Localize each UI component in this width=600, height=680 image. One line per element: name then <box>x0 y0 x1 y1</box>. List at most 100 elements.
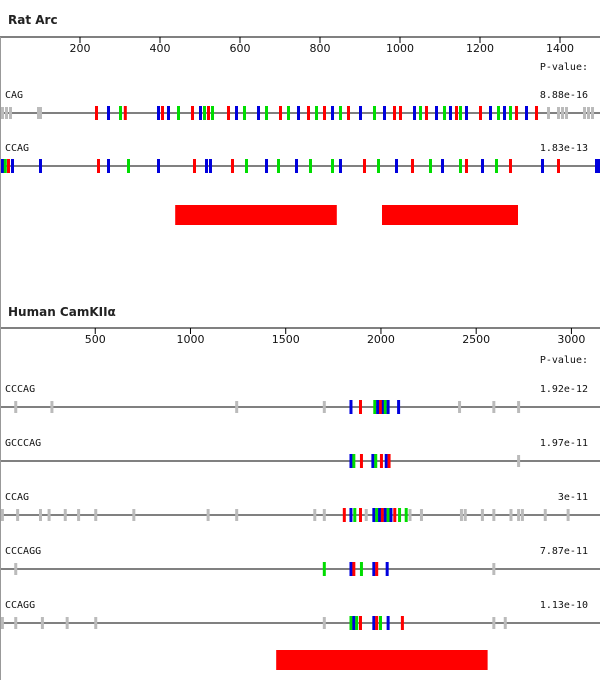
motif-site-gray <box>364 509 368 521</box>
axis-tick-label: 1200 <box>466 42 494 55</box>
motif-site-gray <box>1 107 4 119</box>
motif-site-red <box>363 159 366 173</box>
motif-site-gray <box>458 401 462 413</box>
region-bars <box>276 650 488 670</box>
motif-site-green <box>386 508 390 522</box>
motif-site-blue <box>352 616 356 630</box>
motif-site-green <box>377 159 380 173</box>
motif-site-red <box>399 106 402 120</box>
motif-site-gray <box>235 509 239 521</box>
motif-pvalue: 1.92e-12 <box>540 384 588 395</box>
axis-tick-label: 800 <box>310 42 331 55</box>
motif-tracks: CAG 8.88e-16 CCAG 1.83e-13 <box>0 90 600 173</box>
motif-site-green <box>203 106 206 120</box>
motif-site-red <box>455 106 458 120</box>
motif-site-blue <box>349 508 353 522</box>
motif-site-blue <box>157 106 160 120</box>
motif-site-green <box>383 400 387 414</box>
motif-site-gray <box>557 107 560 119</box>
motif-site-blue <box>11 159 14 173</box>
motif-site-green <box>355 616 359 630</box>
motif-track: CAG 8.88e-16 <box>0 90 600 120</box>
motif-site-blue <box>413 106 416 120</box>
motif-track: CCAG 3e-11 <box>0 492 600 522</box>
motif-site-gray <box>39 509 42 521</box>
axis-tick-label: 400 <box>150 42 171 55</box>
motif-site-green <box>443 106 446 120</box>
motif-site-red <box>359 400 362 414</box>
motif-site-gray <box>50 401 54 413</box>
motif-site-blue <box>359 106 362 120</box>
motif-site-green <box>429 159 432 173</box>
motif-site-blue <box>595 159 598 173</box>
motif-site-red <box>375 616 379 630</box>
motif-site-blue <box>167 106 170 120</box>
motif-site-red <box>123 106 127 120</box>
region-bar <box>382 205 518 225</box>
motif-site-blue <box>107 159 110 173</box>
motif-site-blue <box>465 106 468 120</box>
motif-site-red <box>379 454 383 468</box>
motif-site-red <box>227 106 230 120</box>
motif-site-red <box>393 508 397 522</box>
motif-site-gray <box>587 107 590 119</box>
motif-site-gray <box>94 509 98 521</box>
motif-site-red <box>379 400 382 414</box>
motif-site-green <box>243 106 246 120</box>
motif-site-red <box>515 106 518 120</box>
motif-site-red <box>387 454 391 468</box>
motif-name: CCAGG <box>5 600 35 611</box>
motif-site-gray <box>16 509 20 521</box>
motif-site-blue <box>205 159 208 173</box>
motif-site-gray <box>561 107 564 119</box>
motif-tracks: CCCAG 1.92e-12 GCCCAG 1.97e-11 CCAG 3e-11 CCCA… <box>0 384 600 630</box>
motif-site-green <box>373 106 376 120</box>
axis-tick-label: 1400 <box>546 42 574 55</box>
motif-site-blue <box>383 106 386 120</box>
motif-site-gray <box>543 509 547 521</box>
motif-site-green <box>497 106 500 120</box>
motif-site-blue <box>397 400 401 414</box>
motif-site-red <box>307 106 310 120</box>
motif-site-gray <box>322 509 326 521</box>
motif-name: CCCAGG <box>5 546 41 557</box>
motif-site-blue <box>381 400 385 414</box>
motif-site-red <box>380 508 384 522</box>
motif-pvalue: 8.88e-16 <box>540 90 588 101</box>
motif-site-gray <box>492 617 496 629</box>
motif-site-gray <box>132 509 136 521</box>
motif-site-blue <box>384 454 388 468</box>
motif-site-blue <box>349 454 353 468</box>
motif-site-green <box>339 106 342 120</box>
motif-site-red <box>535 106 538 120</box>
motif-site-blue <box>265 159 268 173</box>
motif-site-red <box>411 159 414 173</box>
motif-site-red <box>7 159 10 173</box>
motif-site-gray <box>0 617 4 629</box>
motif-site-gray <box>37 107 40 119</box>
motif-site-green <box>309 159 312 173</box>
motif-site-gray <box>9 107 12 119</box>
motif-site-green <box>404 508 408 522</box>
axis-tick-label: 1500 <box>272 333 300 346</box>
motif-site-blue <box>297 106 300 120</box>
pvalue-header: P-value: <box>540 62 588 73</box>
motif-name: CAG <box>5 90 23 101</box>
motif-site-green <box>277 159 280 173</box>
motif-site-blue <box>349 562 353 576</box>
motif-track: GCCCAG 1.97e-11 <box>0 438 600 468</box>
axis-tick-label: 500 <box>85 333 106 346</box>
motif-name: CCAG <box>5 492 29 503</box>
motif-site-blue <box>209 159 212 173</box>
motif-site-blue <box>449 106 452 120</box>
motif-site-green <box>375 508 379 522</box>
motif-site-gray <box>14 617 18 629</box>
motif-pvalue: 3e-11 <box>558 492 588 503</box>
motif-site-blue <box>1 159 4 173</box>
axis-ticks: 200 400 600 800 1000 1200 1400 <box>70 37 574 55</box>
motif-site-green <box>287 106 290 120</box>
motif-site-blue <box>435 106 438 120</box>
motif-site-green <box>459 159 462 173</box>
motif-site-blue <box>441 159 444 173</box>
